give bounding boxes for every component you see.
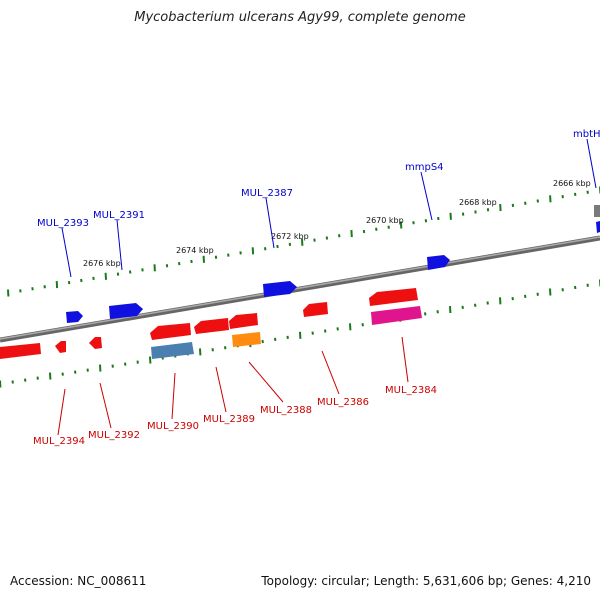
label-mul-2390[interactable]: MUL_2390 xyxy=(147,421,199,432)
scale-label-2676: 2676 kbp xyxy=(83,259,121,268)
label-mul-2391[interactable]: MUL_2391 xyxy=(93,210,145,221)
gene-arrow-mul-2391[interactable] xyxy=(109,303,143,319)
accession-info: Accession: NC_008611 xyxy=(10,574,146,588)
gene-arrow-mul-2384[interactable] xyxy=(369,288,418,306)
gene-arrow-mul-2387[interactable] xyxy=(263,281,297,297)
label-mul-2388[interactable]: MUL_2388 xyxy=(260,405,312,416)
forward-leader-lines xyxy=(61,138,597,278)
forward-strand-genes xyxy=(66,205,600,323)
gene-arrow-mul-2388[interactable] xyxy=(229,313,258,329)
label-mul-2394[interactable]: MUL_2394 xyxy=(33,436,85,447)
map-title: Mycobacterium ulcerans Agy99, complete g… xyxy=(134,10,466,25)
gene-arrow-mul-2390-alt[interactable] xyxy=(151,342,194,359)
reverse-leader-lines xyxy=(57,336,409,436)
gene-arrow-mbth-partial[interactable] xyxy=(596,221,600,233)
genome-backbone-highlight xyxy=(0,236,600,340)
reverse-strand-genes xyxy=(0,288,422,359)
gene-block-grey xyxy=(594,205,600,217)
gene-arrow-mmps4[interactable] xyxy=(427,255,450,270)
label-mbth[interactable]: mbtH xyxy=(573,129,600,140)
label-mmps4[interactable]: mmpS4 xyxy=(405,162,444,173)
genome-backbone xyxy=(0,235,600,343)
label-mul-2387[interactable]: MUL_2387 xyxy=(241,188,293,199)
scale-label-2674: 2674 kbp xyxy=(176,246,214,255)
gene-arrow-mul-2392[interactable] xyxy=(89,337,102,349)
gene-arrow-mul-2394[interactable] xyxy=(55,341,66,353)
label-mul-2386[interactable]: MUL_2386 xyxy=(317,397,369,408)
gene-arrow-mul-2394-partial[interactable] xyxy=(0,343,41,359)
scale-label-2672: 2672 kbp xyxy=(271,232,309,241)
gene-arrow-mul-2384-alt[interactable] xyxy=(371,306,422,325)
scale-label-2666: 2666 kbp xyxy=(553,179,591,188)
gene-arrow-mul-2393[interactable] xyxy=(66,311,83,323)
gene-arrow-mul-2389[interactable] xyxy=(194,318,229,334)
reverse-gene-labels: MUL_2394 MUL_2392 MUL_2390 MUL_2389 MUL_… xyxy=(33,385,437,447)
label-mul-2384[interactable]: MUL_2384 xyxy=(385,385,437,396)
gene-arrow-mul-2386[interactable] xyxy=(303,302,328,317)
gene-arrow-mul-2390[interactable] xyxy=(150,323,191,340)
accession-label: Accession: xyxy=(10,574,74,588)
forward-gene-labels: MUL_2393 MUL_2391 MUL_2387 mmpS4 mbtH xyxy=(37,129,600,229)
gene-arrow-mul-2388-alt[interactable] xyxy=(232,332,261,347)
label-mul-2389[interactable]: MUL_2389 xyxy=(203,414,255,425)
scale-label-2670: 2670 kbp xyxy=(366,216,404,225)
scale-label-2668: 2668 kbp xyxy=(459,198,497,207)
genome-summary: Topology: circular; Length: 5,631,606 bp… xyxy=(261,574,591,588)
label-mul-2393[interactable]: MUL_2393 xyxy=(37,218,89,229)
label-mul-2392[interactable]: MUL_2392 xyxy=(88,430,140,441)
accession-value: NC_008611 xyxy=(77,574,147,588)
